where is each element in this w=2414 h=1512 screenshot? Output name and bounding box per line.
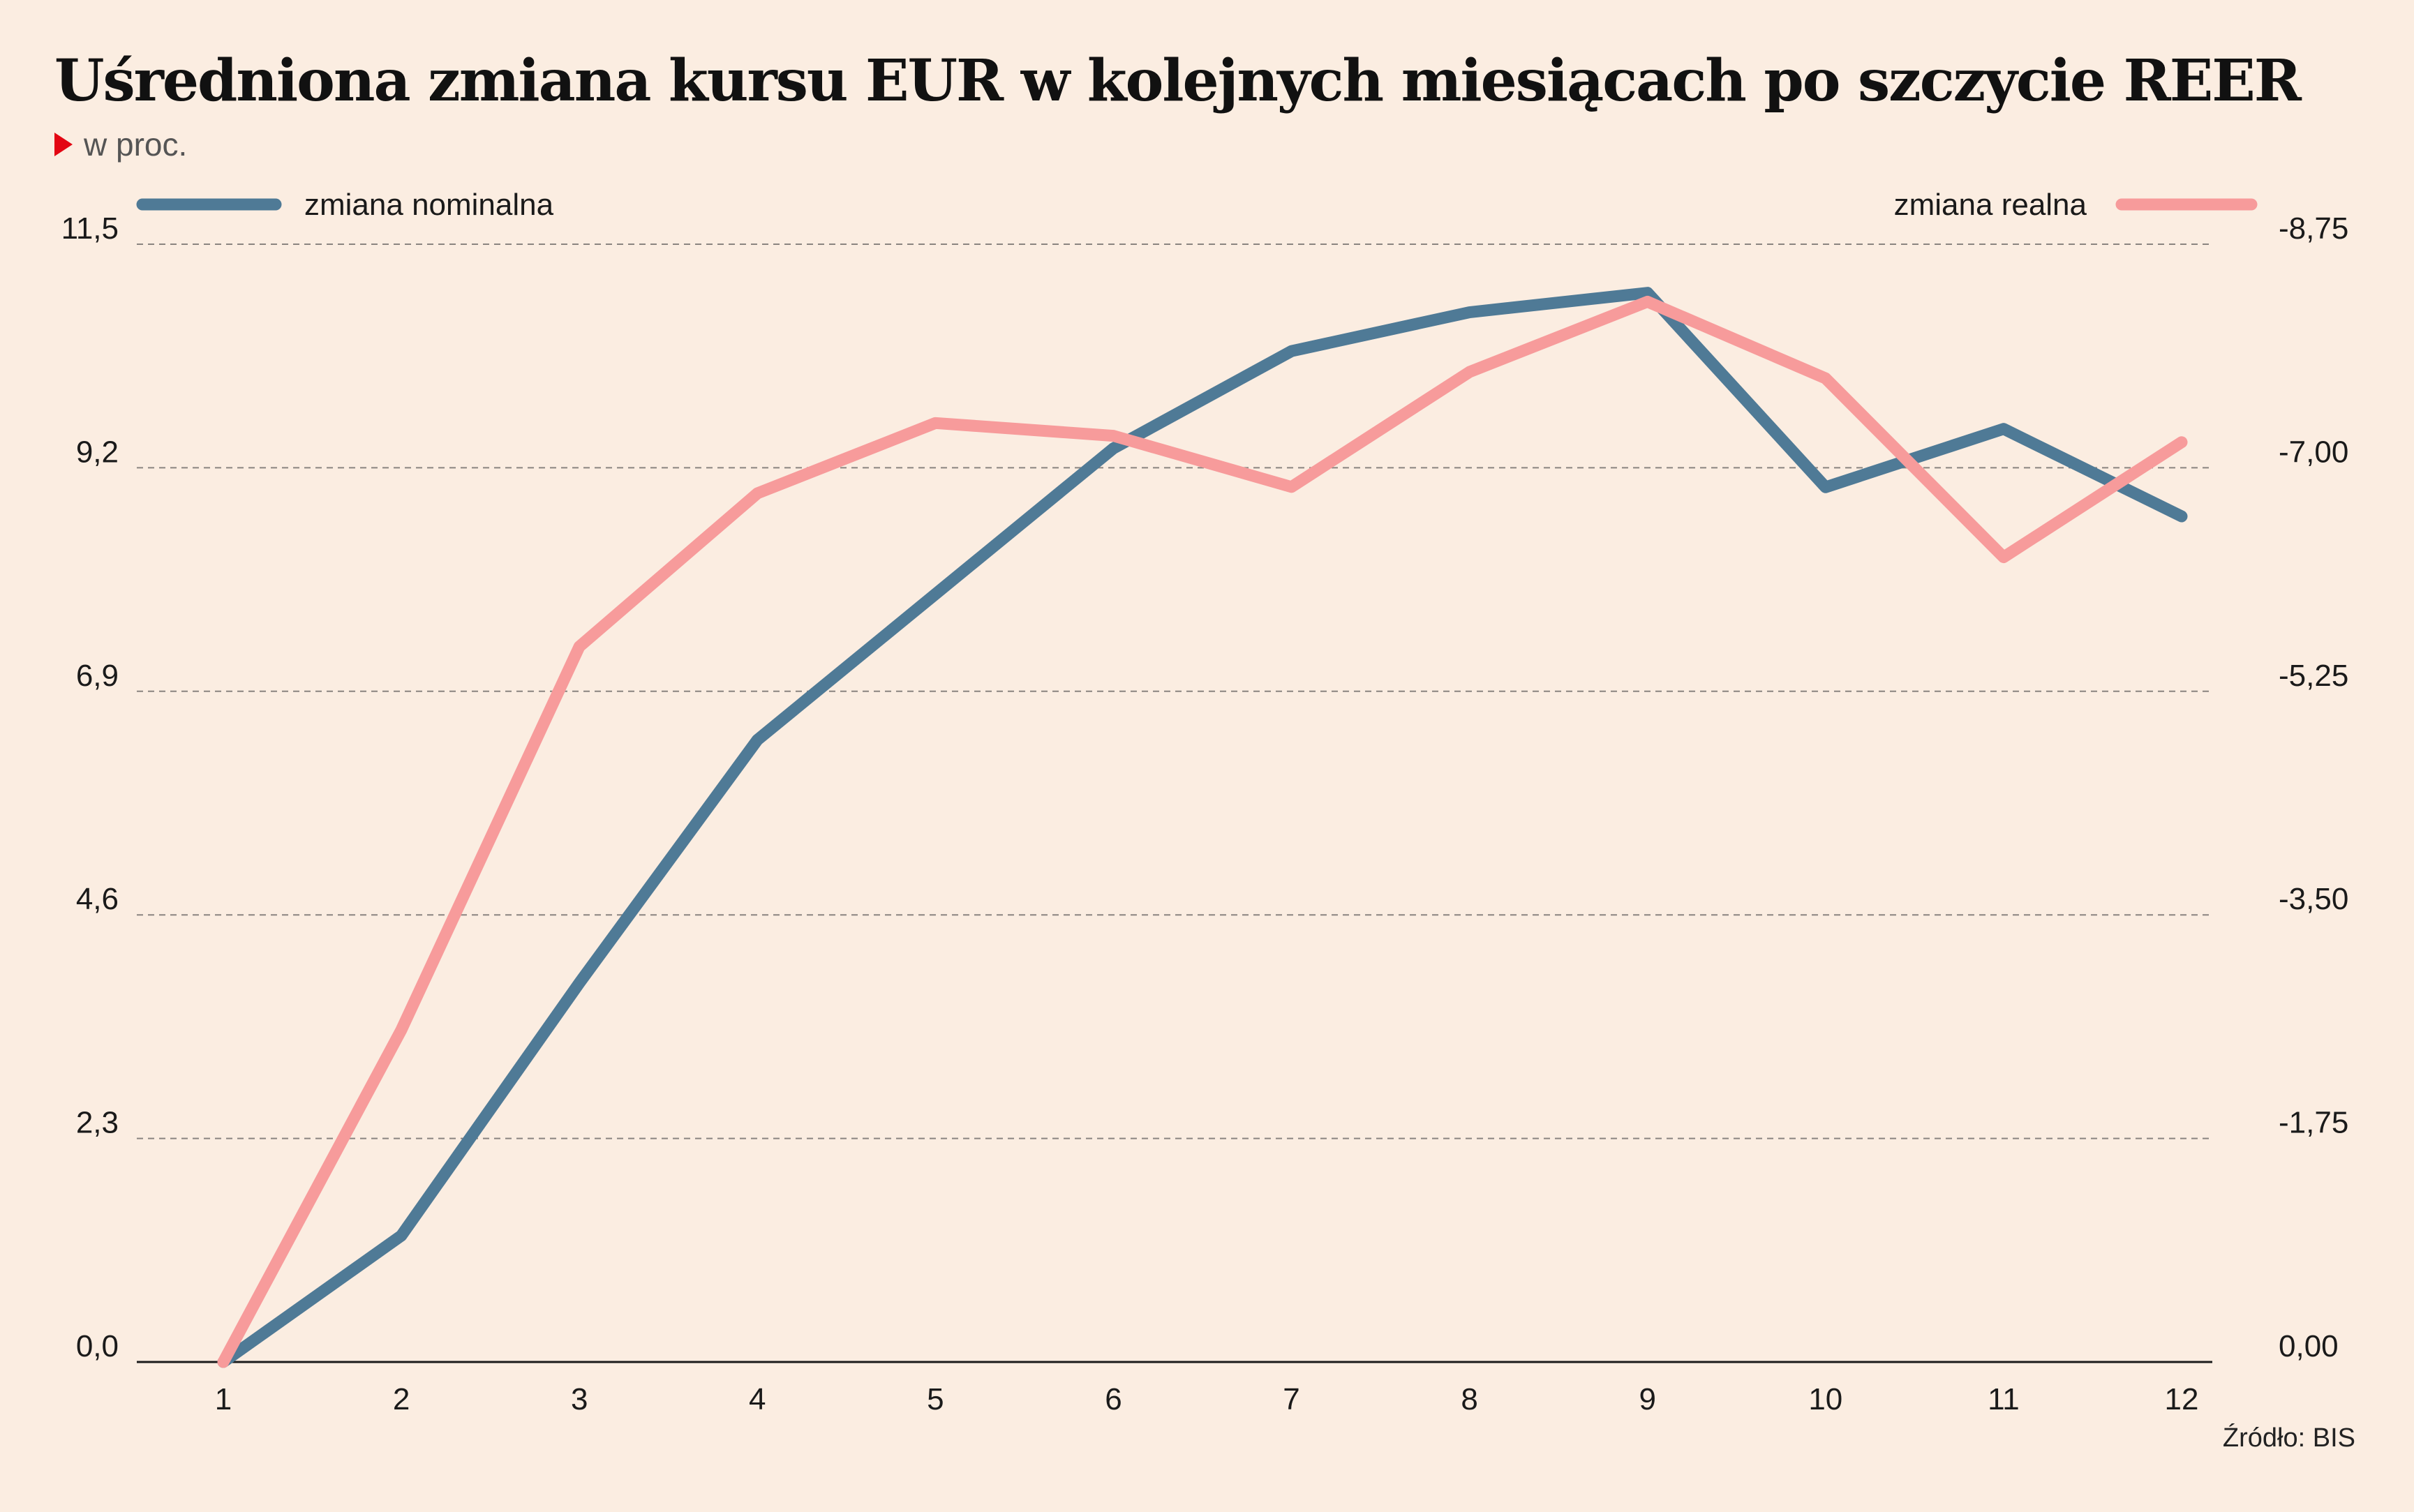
subtitle-text: w proc. [84,126,188,163]
subtitle-marker-icon [54,133,73,156]
data-point [1646,301,1648,303]
left-tick-label: 11,5 [61,211,119,246]
data-point [1646,292,1648,294]
subtitle: w proc. [54,126,187,163]
x-tick-label: 3 [571,1382,588,1416]
x-tick-label: 2 [393,1382,410,1416]
data-point [2002,556,2004,558]
x-tick-label: 8 [1461,1382,1477,1416]
x-tick-label: 5 [927,1382,944,1416]
data-point [1468,371,1470,373]
left-tick-label: 9,2 [76,435,119,469]
chart-title: Uśredniona zmiana kursu EUR w kolejnych … [54,47,2302,114]
data-point [401,1028,403,1031]
x-tick-label: 1 [215,1382,232,1416]
legend-label: zmiana realna [1894,188,2087,222]
right-tick-label: -1,75 [2279,1106,2348,1140]
x-tick-label: 6 [1105,1382,1122,1416]
data-point [579,645,581,648]
series-line-1 [217,287,2188,1368]
gridlines [137,244,2212,1363]
right-tick-label: -7,00 [2279,435,2348,469]
left-axis-ticks: 0,0 2,3 4,6 6,9 9,2 11,5 [61,211,119,1363]
data-point [1468,311,1470,313]
x-tick-label: 9 [1639,1382,1655,1416]
data-point [757,739,759,741]
right-axis-ticks: 0,00 -1,75 -3,50 -5,25 -7,00 -8,75 [2279,211,2348,1363]
left-tick-label: 6,9 [76,659,119,693]
data-point [934,593,937,595]
data-point [1824,486,1826,488]
left-tick-label: 2,3 [76,1106,119,1140]
x-axis-ticks: 1 2 3 4 5 6 7 8 9 10 11 12 [215,1382,2199,1416]
data-point [2181,516,2182,518]
data-point [1112,447,1115,449]
data-point [2181,441,2182,443]
source-note: Źródło: BIS [2222,1423,2355,1453]
x-tick-label: 11 [1988,1382,2020,1416]
data-point [1290,486,1292,488]
data-point [223,1361,224,1363]
x-tick-label: 4 [749,1382,766,1416]
left-tick-label: 0,0 [76,1329,119,1363]
right-tick-label: -3,50 [2279,882,2348,916]
legend: zmiana nominalna zmiana realna [136,188,2258,222]
x-tick-label: 7 [1283,1382,1299,1416]
right-tick-label: -8,75 [2279,211,2348,246]
legend-label: zmiana nominalna [304,188,554,222]
left-tick-label: 4,6 [76,882,119,916]
data-point [2002,428,2004,430]
data-point [757,493,759,495]
data-point [579,982,581,984]
x-tick-label: 10 [1808,1382,1842,1416]
data-point [1824,377,1826,380]
data-point [934,422,937,424]
x-tick-label: 12 [2165,1382,2199,1416]
data-point [1112,435,1115,437]
right-tick-label: -5,25 [2279,659,2348,693]
data-point [1290,350,1292,352]
right-tick-label: 0,00 [2279,1329,2339,1363]
data-point [401,1234,403,1236]
series-line-2 [217,295,2188,1368]
series [217,287,2188,1368]
